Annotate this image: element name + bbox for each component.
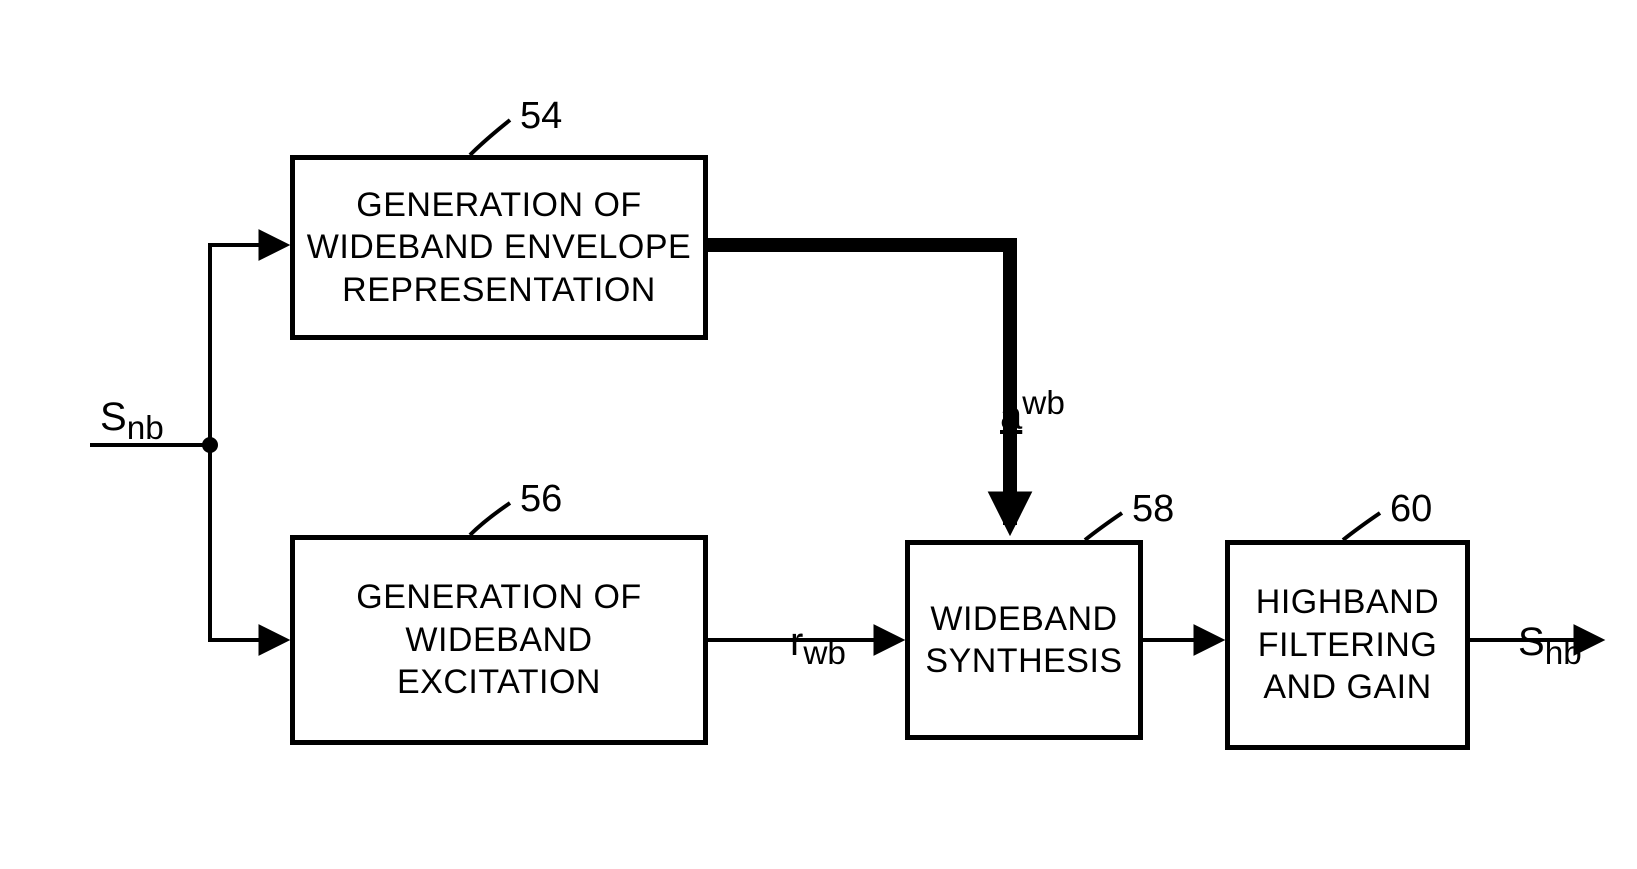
block-wideband-synthesis: WIDEBAND SYNTHESIS — [905, 540, 1143, 740]
edge-to-env — [210, 245, 285, 445]
edge-to-exc — [210, 445, 285, 640]
block-wideband-synthesis-label: WIDEBAND SYNTHESIS — [925, 598, 1122, 683]
block-highband-filtering-label: HIGHBAND FILTERING AND GAIN — [1256, 581, 1439, 709]
block-wideband-excitation: GENERATION OF WIDEBAND EXCITATION — [290, 535, 708, 745]
leader-54 — [470, 120, 510, 155]
block-wideband-excitation-label: GENERATION OF WIDEBAND EXCITATION — [356, 576, 641, 704]
block-wideband-envelope-label: GENERATION OF WIDEBAND ENVELOPE REPRESEN… — [307, 184, 691, 312]
edge-env-to-syn — [708, 245, 1010, 525]
ref-label-54: 54 — [520, 95, 562, 138]
block-diagram: GENERATION OF WIDEBAND ENVELOPE REPRESEN… — [0, 0, 1637, 869]
junction-dot — [202, 437, 218, 453]
signal-label-awb: awb — [1000, 385, 1065, 438]
leader-60 — [1343, 513, 1380, 540]
ref-label-56: 56 — [520, 478, 562, 521]
leader-56 — [470, 503, 510, 535]
signal-label-snb: Snb — [100, 395, 164, 448]
signal-label-rwb: rwb — [790, 620, 846, 673]
signal-label-shb: Shb — [1518, 620, 1582, 673]
ref-label-58: 58 — [1132, 488, 1174, 531]
leader-58 — [1085, 513, 1122, 540]
block-wideband-envelope: GENERATION OF WIDEBAND ENVELOPE REPRESEN… — [290, 155, 708, 340]
ref-label-60: 60 — [1390, 488, 1432, 531]
block-highband-filtering: HIGHBAND FILTERING AND GAIN — [1225, 540, 1470, 750]
